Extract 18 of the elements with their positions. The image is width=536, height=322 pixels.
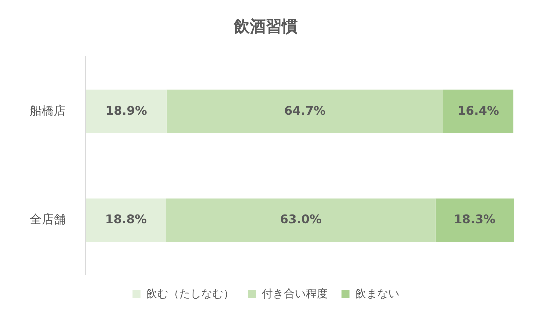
data-label: 16.4%	[458, 104, 500, 118]
legend-label: 飲まない	[355, 287, 400, 300]
data-label: 18.9%	[106, 104, 148, 118]
bar	[436, 198, 514, 242]
legend-label: 付き合い程度	[262, 287, 328, 300]
data-label: 63.0%	[280, 212, 322, 227]
bar	[443, 90, 514, 134]
data-label: 64.7%	[284, 104, 326, 118]
data-label: 18.8%	[105, 212, 148, 227]
data-label: 18.3%	[454, 212, 496, 227]
bar	[166, 198, 436, 242]
legend-label: 飲む（たしなむ）	[146, 287, 234, 300]
y-tick-label: 全店舗	[30, 212, 66, 227]
y-tick-label: 船橋店	[30, 104, 66, 118]
bar	[166, 90, 444, 134]
bar	[86, 198, 166, 242]
chart-title: 飲酒習慣	[233, 16, 298, 36]
bar	[86, 90, 167, 134]
